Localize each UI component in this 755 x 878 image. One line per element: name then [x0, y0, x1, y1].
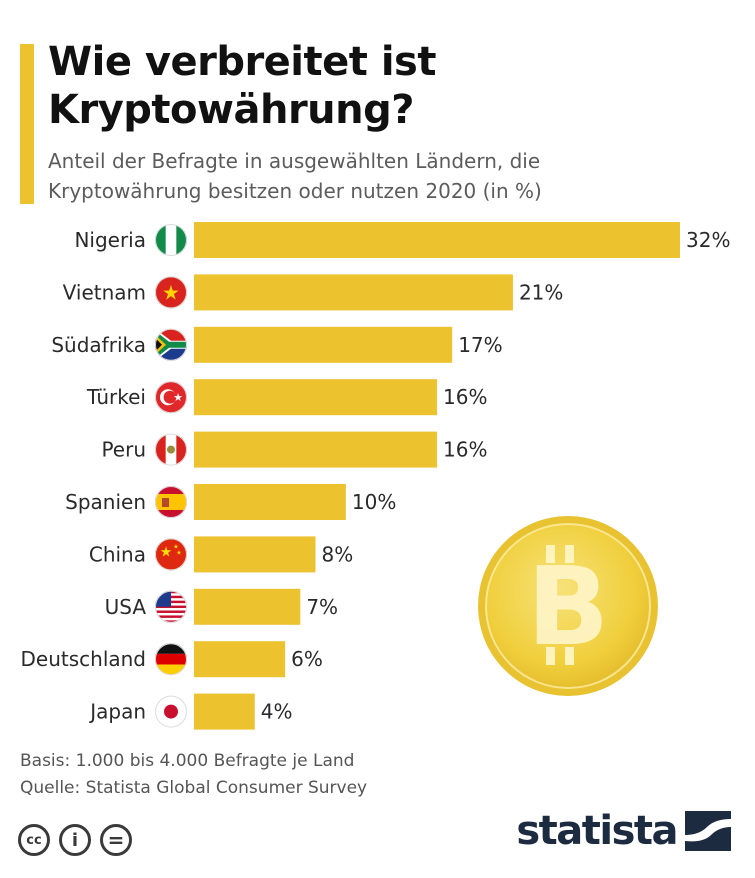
value-label: 21% [519, 280, 563, 304]
bar-row: Türkei ★ 16% [86, 379, 487, 416]
china-flag-icon: ★ ★★ [155, 538, 187, 571]
bar [194, 588, 301, 625]
bar [194, 431, 437, 468]
category-label: Spanien [65, 490, 146, 514]
creative-commons-icon[interactable]: cc [18, 824, 50, 856]
bar [194, 693, 255, 730]
bar-row: Deutschland 6% [21, 641, 323, 678]
value-label: 16% [443, 438, 487, 462]
value-label: 32% [686, 228, 730, 252]
value-label: 16% [443, 385, 487, 409]
category-label: Türkei [86, 385, 146, 409]
brand-wordmark: statista [516, 808, 678, 854]
category-label: USA [105, 595, 147, 619]
svg-text:★: ★ [176, 549, 181, 556]
value-label: 8% [322, 542, 354, 566]
attribution-icon[interactable]: i [59, 824, 91, 856]
bar [194, 222, 680, 258]
category-label: Peru [101, 438, 146, 462]
value-label: 10% [352, 490, 396, 514]
bar [194, 641, 286, 678]
vietnam-flag-icon: ★ [155, 276, 187, 309]
value-label: 17% [458, 333, 502, 357]
basis-note: Basis: 1.000 bis 4.000 Befragte je Land [20, 751, 355, 771]
value-label: 7% [306, 595, 338, 619]
japan-flag-icon [155, 695, 187, 728]
bar-row: Japan 4% [88, 693, 293, 730]
license-icons: cc i = [18, 824, 132, 856]
statista-mark-icon [685, 811, 731, 851]
title-accent-bar [20, 44, 34, 204]
svg-text:★: ★ [162, 280, 180, 304]
no-derivatives-icon[interactable]: = [100, 824, 132, 856]
category-label: China [89, 542, 146, 566]
source-note: Quelle: Statista Global Consumer Survey [20, 778, 368, 798]
bar-row: China ★ ★★ 8% [89, 536, 354, 573]
germany-flag-icon [155, 643, 187, 676]
bar [194, 379, 437, 416]
chart-subtitle-line2: Kryptowährung besitzen oder nutzen 2020 … [48, 179, 542, 203]
value-label: 6% [291, 647, 323, 671]
spain-flag-icon [155, 486, 187, 518]
bar-row: Peru 16% [101, 431, 487, 468]
bar-chart: Nigeria 32% Vietnam ★ 21% Südafrika 17% Türkei ★… [21, 222, 730, 730]
category-label: Japan [88, 700, 146, 724]
bar-row: USA 7% [105, 588, 338, 625]
usa-flag-icon [155, 590, 187, 623]
statista-logo[interactable]: statista [516, 808, 731, 854]
bitcoin-coin-icon: B [478, 516, 658, 696]
category-label: Südafrika [51, 333, 146, 357]
value-label: 4% [261, 700, 293, 724]
category-label: Nigeria [74, 228, 146, 252]
bar [194, 484, 346, 520]
bar-row: Vietnam ★ 21% [63, 274, 563, 311]
chart-title-line2: Kryptowährung? [48, 87, 414, 133]
bar [194, 274, 513, 311]
turkey-flag-icon: ★ [155, 381, 187, 414]
chart-title-line1: Wie verbreitet ist [48, 39, 436, 85]
svg-text:★: ★ [160, 544, 173, 560]
footer-notes: Basis: 1.000 bis 4.000 Befragte je Land … [20, 748, 367, 802]
svg-text:★: ★ [173, 543, 178, 550]
bar-row: Spanien 10% [65, 484, 396, 520]
south-africa-flag-icon [155, 328, 187, 361]
bar [194, 326, 453, 363]
bar-row: Nigeria 32% [74, 222, 730, 258]
category-label: Vietnam [63, 280, 146, 304]
nigeria-flag-icon [155, 224, 187, 256]
chart-subtitle-line1: Anteil der Befragte in ausgewählten Länd… [48, 149, 541, 173]
svg-text:★: ★ [173, 391, 183, 404]
bar-row: Südafrika 17% [51, 326, 503, 363]
category-label: Deutschland [21, 647, 147, 671]
chart-title: Wie verbreitet ist Kryptowährung? [48, 38, 738, 134]
bar [194, 536, 316, 573]
chart-subtitle: Anteil der Befragte in ausgewählten Länd… [48, 146, 738, 206]
peru-flag-icon [155, 433, 187, 466]
